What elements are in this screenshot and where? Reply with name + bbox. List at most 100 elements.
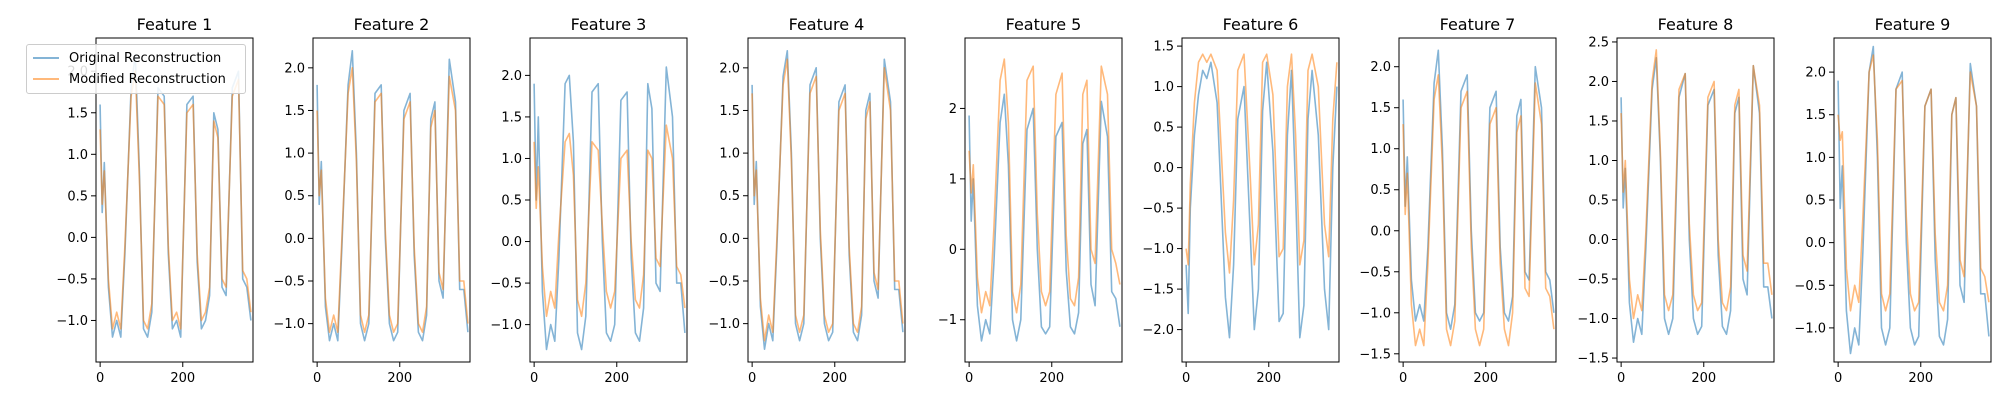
y-tick-label: 0.5 — [719, 189, 740, 204]
series-line-original — [99, 53, 252, 338]
subplot-5: Feature 5 −1 0 1 2 0 200 — [938, 15, 1123, 386]
y-tick-label: 1.0 — [1153, 80, 1174, 95]
x-tick-label: 200 — [604, 371, 629, 386]
y-tick-label: −1.0 — [273, 317, 305, 332]
legend-swatch-original — [33, 57, 59, 59]
x-tick-label: 0 — [1834, 371, 1842, 386]
y-tick-label: −1.0 — [1794, 321, 1826, 336]
y-tick-label: 1 — [949, 172, 957, 187]
series-line-modified — [1620, 49, 1773, 320]
subplot-4: Feature 4 −1.0 −0.5 0.0 0.5 1.0 1.5 2.0 0 200 — [708, 15, 906, 386]
axes-frame — [312, 37, 471, 363]
y-tick-label: 1.5 — [1370, 101, 1391, 116]
y-tick-label: −1.0 — [1142, 242, 1174, 257]
y-tick-label: −1.0 — [1359, 306, 1391, 321]
series-line-modified — [1837, 54, 1990, 312]
subplot-2: Feature 2 −1.0 −0.5 0.0 0.5 1.0 1.5 2.0 0 200 — [273, 15, 471, 386]
legend-label-modified: Modified Reconstruction — [69, 71, 226, 87]
y-tick-label: 0.5 — [67, 189, 88, 204]
subplot-title: Feature 3 — [571, 15, 647, 34]
series-line-modified — [533, 124, 686, 318]
y-tick-label: −0.5 — [1359, 265, 1391, 280]
subplot-title: Feature 5 — [1006, 15, 1082, 34]
y-tick-label: −1.5 — [1577, 352, 1609, 367]
x-tick-label: 200 — [1039, 371, 1064, 386]
axes-frame — [1181, 37, 1340, 363]
axes-frame — [964, 37, 1123, 363]
legend: Original Reconstruction Modified Reconst… — [26, 44, 246, 94]
y-tick-label: −0.5 — [1577, 273, 1609, 288]
y-tick-label: −0.5 — [1142, 202, 1174, 217]
y-tick-label: −0.5 — [273, 275, 305, 290]
subplot-6: Feature 6 −2.0 −1.5 −1.0 −0.5 0.0 0.5 1.0 1.5 0 20… — [1142, 15, 1340, 386]
y-tick-label: 1.5 — [719, 104, 740, 119]
y-tick-label: 1.5 — [284, 104, 305, 119]
y-tick-label: 0.0 — [1153, 161, 1174, 176]
subplot-title: Feature 8 — [1658, 15, 1734, 34]
x-tick-label: 0 — [530, 371, 538, 386]
x-tick-label: 200 — [1691, 371, 1716, 386]
y-tick-label: 2 — [949, 102, 957, 117]
y-tick-label: 0.5 — [501, 194, 522, 209]
y-tick-label: −2.0 — [1142, 323, 1174, 338]
series-line-modified — [99, 70, 252, 330]
x-tick-label: 0 — [965, 371, 973, 386]
y-tick-label: 1.0 — [719, 147, 740, 162]
y-tick-label: −0.5 — [490, 277, 522, 292]
y-tick-label: 0.5 — [1153, 121, 1174, 136]
y-tick-label: 1.0 — [1370, 142, 1391, 157]
series-line-modified — [1185, 53, 1338, 274]
y-tick-label: 1.5 — [1153, 40, 1174, 55]
x-tick-label: 0 — [1617, 371, 1625, 386]
y-tick-label: 0.0 — [67, 231, 88, 246]
y-tick-label: 2.0 — [284, 61, 305, 76]
subplot-title: Feature 1 — [137, 15, 213, 34]
series-line-modified — [751, 58, 904, 342]
y-tick-label: 0.0 — [1805, 236, 1826, 251]
y-tick-label: 2.0 — [1588, 75, 1609, 90]
y-tick-label: 1.0 — [67, 148, 88, 163]
y-tick-label: −0.5 — [708, 275, 740, 290]
x-tick-label: 200 — [1473, 371, 1498, 386]
y-tick-label: 2.0 — [1370, 60, 1391, 75]
subplot-title: Feature 9 — [1875, 15, 1951, 34]
y-tick-label: −1.0 — [708, 317, 740, 332]
y-tick-label: −1.0 — [56, 314, 88, 329]
subplot-8: Feature 8 −1.5 −1.0 −0.5 0.0 0.5 1.0 1.5 2.0 2.5 0… — [1577, 15, 1775, 386]
subplot-7: Feature 7 −1.5 −1.0 −0.5 0.0 0.5 1.0 1.5 2.0 0 200 — [1359, 15, 1557, 386]
y-tick-label: 0.0 — [1370, 224, 1391, 239]
y-tick-label: 1.0 — [1588, 154, 1609, 169]
y-tick-label: 1.5 — [67, 106, 88, 121]
series-line-original — [1620, 56, 1773, 344]
axes-frame — [747, 37, 906, 363]
series-line-modified — [968, 58, 1121, 314]
series-line-original — [1185, 61, 1338, 339]
series-line-original — [1837, 45, 1990, 355]
y-tick-label: 2.0 — [1805, 66, 1826, 81]
x-tick-label: 200 — [170, 371, 195, 386]
y-tick-label: −1 — [938, 313, 957, 328]
y-tick-label: −1.0 — [1577, 312, 1609, 327]
x-tick-label: 0 — [748, 371, 756, 386]
subplot-title: Feature 2 — [354, 15, 430, 34]
y-tick-label: 0.5 — [1370, 183, 1391, 198]
subplot-title: Feature 4 — [789, 15, 865, 34]
legend-entry-modified: Modified Reconstruction — [33, 69, 226, 89]
x-tick-label: 0 — [1399, 371, 1407, 386]
axes-frame — [1398, 37, 1557, 363]
subplot-title: Feature 7 — [1440, 15, 1516, 34]
x-tick-label: 0 — [313, 371, 321, 386]
x-tick-label: 200 — [1908, 371, 1933, 386]
x-tick-label: 200 — [1256, 371, 1281, 386]
series-line-original — [751, 49, 904, 351]
y-tick-label: 1.5 — [1805, 108, 1826, 123]
axes-frame — [95, 37, 254, 363]
y-tick-label: 0.0 — [284, 232, 305, 247]
x-tick-label: 200 — [387, 371, 412, 386]
y-tick-label: −1.5 — [1359, 347, 1391, 362]
series-line-modified — [316, 67, 469, 334]
y-tick-label: 1.0 — [1805, 151, 1826, 166]
subplot-3: Feature 3 −1.0 −0.5 0.0 0.5 1.0 1.5 2.0 0 200 — [490, 15, 688, 386]
series-line-original — [533, 66, 686, 351]
